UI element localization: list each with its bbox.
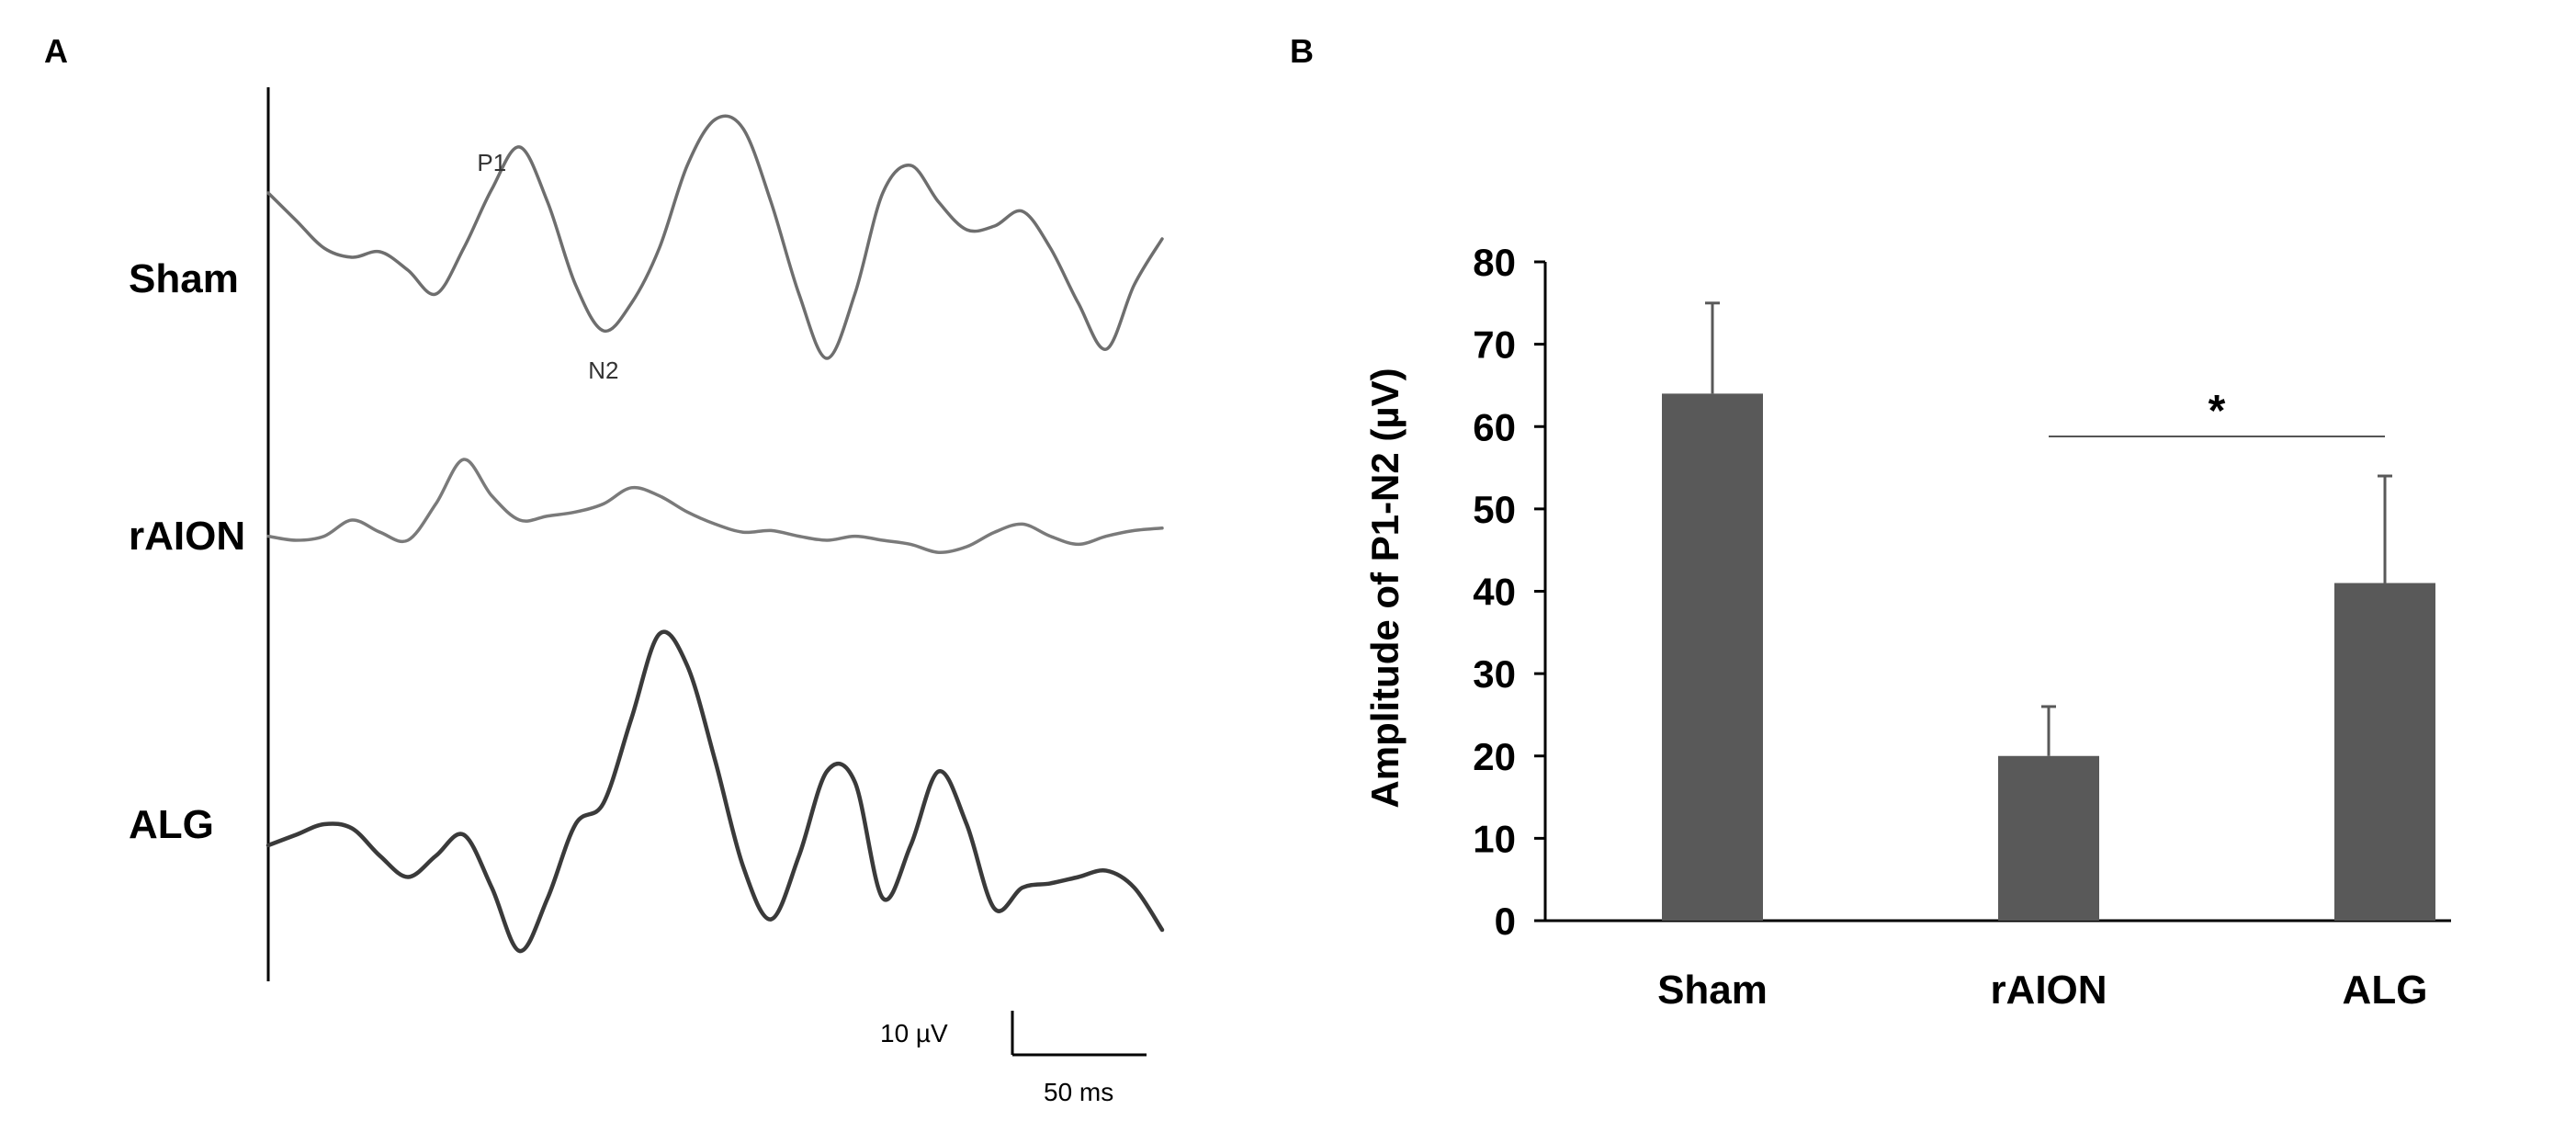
trace-label-raion: rAION — [129, 514, 245, 559]
trace-raion — [266, 458, 1164, 554]
bar-alg — [2334, 583, 2435, 921]
scale-bar: 10 µV 50 ms — [880, 1011, 1147, 1106]
y-tick-label-20: 20 — [1473, 735, 1516, 778]
y-tick-label-70: 70 — [1473, 323, 1516, 367]
panel-a-label: A — [44, 32, 68, 70]
bar-sham — [1662, 393, 1763, 921]
panel-b-label: B — [1290, 32, 1314, 70]
panel-b: B Amplitude of P1-N2 (µV) 0 10 20 30 40 50 60 7… — [1290, 32, 2451, 1013]
x-tick-label-raion: rAION — [1990, 968, 2107, 1013]
y-tick-label-10: 10 — [1473, 817, 1516, 860]
x-tick-label-alg: ALG — [2343, 968, 2428, 1013]
significance-marker: * — [2209, 387, 2226, 436]
chart-marks: 0 10 20 30 40 50 60 70 80 Sham rAION ALG * — [1473, 241, 2451, 1013]
trace-alg — [266, 629, 1165, 954]
scale-bar-voltage-label: 10 µV — [880, 1019, 948, 1047]
y-tick-label-40: 40 — [1473, 571, 1516, 614]
bar-raion — [1998, 755, 2099, 921]
peak-label-p1: P1 — [477, 149, 506, 176]
y-tick-label-0: 0 — [1495, 900, 1516, 943]
y-tick-label-80: 80 — [1473, 241, 1516, 284]
y-tick-label-50: 50 — [1473, 488, 1516, 531]
y-tick-label-30: 30 — [1473, 652, 1516, 696]
trace-sham — [266, 114, 1164, 360]
y-axis-title: Amplitude of P1-N2 (µV) — [1363, 368, 1407, 808]
trace-label-sham: Sham — [129, 256, 239, 301]
y-tick-label-60: 60 — [1473, 405, 1516, 448]
panel-a: A Sham P1 N2 rAION ALG 10 µV 50 ms — [44, 32, 1165, 1106]
x-tick-label-sham: Sham — [1657, 968, 1768, 1013]
trace-label-alg: ALG — [129, 802, 214, 847]
scale-bar-time-label: 50 ms — [1044, 1078, 1113, 1106]
peak-label-n2: N2 — [588, 357, 618, 384]
